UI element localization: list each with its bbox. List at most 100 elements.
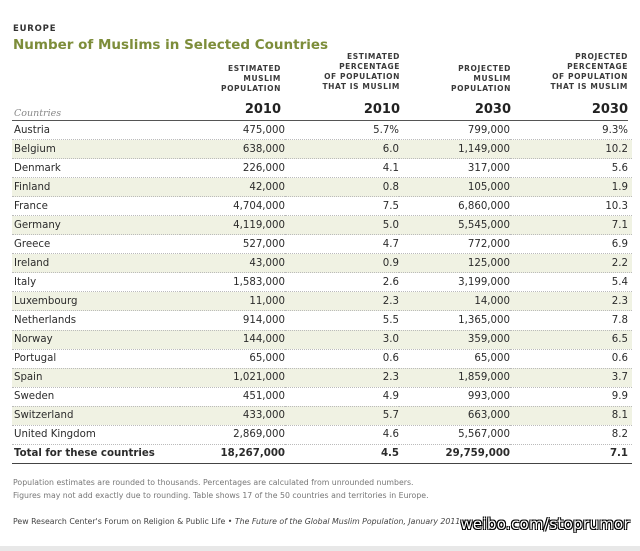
year-label-pop-2030: 2030 bbox=[474, 102, 511, 117]
table-row: Austria 475,000 5.7% 799,000 9.3% bbox=[12, 121, 632, 141]
cell-pct2030: 9.3% bbox=[510, 121, 632, 141]
cell-pct2030: 8.2 bbox=[510, 425, 632, 445]
cell-pct2030: 9.9 bbox=[510, 387, 632, 407]
cell-pct2010: 2.3 bbox=[285, 291, 399, 312]
region-label: EUROPE bbox=[13, 24, 57, 34]
total-pop2010: 18,267,000 bbox=[180, 444, 285, 464]
cell-country: United Kingdom bbox=[12, 425, 180, 445]
cell-pct2030: 10.3 bbox=[510, 196, 632, 217]
cell-pop2030: 1,859,000 bbox=[399, 368, 510, 388]
cell-pop2010: 451,000 bbox=[180, 387, 285, 407]
cell-pct2010: 2.6 bbox=[285, 272, 399, 293]
cell-pct2030: 0.6 bbox=[510, 349, 632, 369]
cell-pop2030: 14,000 bbox=[399, 291, 510, 312]
table-row: Italy 1,583,000 2.6 3,199,000 5.4 bbox=[12, 272, 632, 293]
cell-pop2030: 1,149,000 bbox=[399, 139, 510, 160]
table-row: Greece 527,000 4.7 772,000 6.9 bbox=[12, 234, 632, 255]
cell-pct2030: 10.2 bbox=[510, 139, 632, 160]
cell-pct2010: 7.5 bbox=[285, 196, 399, 217]
total-country: Total for these countries bbox=[12, 444, 180, 464]
cell-pop2010: 43,000 bbox=[180, 253, 285, 274]
table-row: United Kingdom 2,869,000 4.6 5,567,000 8.2 bbox=[12, 425, 632, 445]
cell-country: Portugal bbox=[12, 349, 180, 369]
cell-pop2030: 1,365,000 bbox=[399, 310, 510, 331]
cell-pop2010: 4,119,000 bbox=[180, 215, 285, 236]
table-row: Netherlands 914,000 5.5 1,365,000 7.8 bbox=[12, 310, 632, 331]
footnote-line-1: Population estimates are rounded to thou… bbox=[13, 478, 414, 487]
cell-country: Belgium bbox=[12, 139, 180, 160]
table-row: Finland 42,000 0.8 105,000 1.9 bbox=[12, 177, 632, 198]
cell-country: Ireland bbox=[12, 253, 180, 274]
cell-country: Denmark bbox=[12, 158, 180, 179]
cell-pct2010: 4.6 bbox=[285, 425, 399, 445]
cell-pop2010: 1,021,000 bbox=[180, 368, 285, 388]
table-row: Spain 1,021,000 2.3 1,859,000 3.7 bbox=[12, 368, 632, 388]
cell-pop2030: 359,000 bbox=[399, 330, 510, 350]
cell-pop2010: 11,000 bbox=[180, 291, 285, 312]
col-header-pct-2030: PROJECTED PERCENTAGE OF POPULATION THAT … bbox=[550, 52, 628, 91]
cell-pop2010: 65,000 bbox=[180, 349, 285, 369]
cell-pct2030: 7.1 bbox=[510, 215, 632, 236]
data-table: Austria 475,000 5.7% 799,000 9.3% Belgium 638,… bbox=[12, 121, 632, 464]
cell-country: Italy bbox=[12, 272, 180, 293]
cell-pop2030: 6,860,000 bbox=[399, 196, 510, 217]
cell-pop2030: 772,000 bbox=[399, 234, 510, 255]
year-label-pct-2030: 2030 bbox=[591, 102, 628, 117]
total-pct2030: 7.1 bbox=[510, 444, 632, 464]
table-row: Denmark 226,000 4.1 317,000 5.6 bbox=[12, 158, 632, 179]
cell-pct2010: 5.0 bbox=[285, 215, 399, 236]
footnote-line-2: Figures may not add exactly due to round… bbox=[13, 491, 429, 500]
cell-pct2030: 2.3 bbox=[510, 291, 632, 312]
total-row: Total for these countries 18,267,000 4.5 29… bbox=[12, 444, 632, 464]
cell-pct2010: 2.3 bbox=[285, 368, 399, 388]
table-row: Sweden 451,000 4.9 993,000 9.9 bbox=[12, 387, 632, 407]
cell-pop2010: 638,000 bbox=[180, 139, 285, 160]
cell-pct2030: 6.9 bbox=[510, 234, 632, 255]
cell-country: Luxembourg bbox=[12, 291, 180, 312]
cell-pop2030: 993,000 bbox=[399, 387, 510, 407]
table-title: Number of Muslims in Selected Countries bbox=[13, 37, 329, 53]
cell-pop2010: 914,000 bbox=[180, 310, 285, 331]
col-header-pop-2030: PROJECTED MUSLIM POPULATION bbox=[450, 64, 511, 93]
cell-pop2010: 1,583,000 bbox=[180, 272, 285, 293]
cell-pct2030: 5.4 bbox=[510, 272, 632, 293]
cell-pct2030: 2.2 bbox=[510, 253, 632, 274]
table-row: France 4,704,000 7.5 6,860,000 10.3 bbox=[12, 196, 632, 217]
cell-pop2010: 42,000 bbox=[180, 177, 285, 198]
cell-pop2030: 317,000 bbox=[399, 158, 510, 179]
cell-pop2030: 5,567,000 bbox=[399, 425, 510, 445]
cell-pct2030: 7.8 bbox=[510, 310, 632, 331]
cell-pct2030: 1.9 bbox=[510, 177, 632, 198]
countries-column-label: Countries bbox=[14, 108, 62, 119]
cell-country: Germany bbox=[12, 215, 180, 236]
cell-country: Greece bbox=[12, 234, 180, 255]
source-credit: Pew Research Center's Forum on Religion … bbox=[13, 517, 460, 526]
cell-country: Sweden bbox=[12, 387, 180, 407]
col-header-pop-2010: ESTIMATED MUSLIM POPULATION bbox=[220, 64, 281, 93]
table-row: Switzerland 433,000 5.7 663,000 8.1 bbox=[12, 406, 632, 426]
cell-pct2010: 4.1 bbox=[285, 158, 399, 179]
cell-pop2030: 799,000 bbox=[399, 121, 510, 141]
cell-pct2010: 4.9 bbox=[285, 387, 399, 407]
cell-pop2010: 527,000 bbox=[180, 234, 285, 255]
watermark: weibo.com/stoprumor bbox=[460, 515, 630, 533]
year-label-pop-2010: 2010 bbox=[244, 102, 281, 117]
cell-pop2030: 65,000 bbox=[399, 349, 510, 369]
col-header-pct-2010: ESTIMATED PERCENTAGE OF POPULATION THAT … bbox=[322, 52, 400, 91]
cell-country: Spain bbox=[12, 368, 180, 388]
cell-pop2010: 2,869,000 bbox=[180, 425, 285, 445]
total-pct2010: 4.5 bbox=[285, 444, 399, 464]
year-label-pct-2010: 2010 bbox=[363, 102, 400, 117]
cell-pop2030: 5,545,000 bbox=[399, 215, 510, 236]
table-row: Norway 144,000 3.0 359,000 6.5 bbox=[12, 330, 632, 350]
cell-pct2010: 0.9 bbox=[285, 253, 399, 274]
cell-pop2030: 3,199,000 bbox=[399, 272, 510, 293]
cell-country: Switzerland bbox=[12, 406, 180, 426]
cell-country: Norway bbox=[12, 330, 180, 350]
cell-pct2030: 3.7 bbox=[510, 368, 632, 388]
cell-pct2010: 0.6 bbox=[285, 349, 399, 369]
cell-country: Finland bbox=[12, 177, 180, 198]
cell-pct2030: 8.1 bbox=[510, 406, 632, 426]
cell-pct2030: 6.5 bbox=[510, 330, 632, 350]
table-row: Germany 4,119,000 5.0 5,545,000 7.1 bbox=[12, 215, 632, 236]
